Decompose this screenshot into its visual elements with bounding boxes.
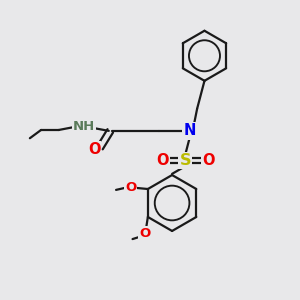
Text: O: O	[202, 153, 214, 168]
Text: NH: NH	[73, 120, 95, 133]
Text: O: O	[139, 227, 151, 240]
Text: N: N	[184, 123, 196, 138]
Text: O: O	[156, 153, 169, 168]
Text: O: O	[88, 142, 100, 158]
Text: S: S	[180, 153, 191, 168]
Text: O: O	[125, 181, 136, 194]
